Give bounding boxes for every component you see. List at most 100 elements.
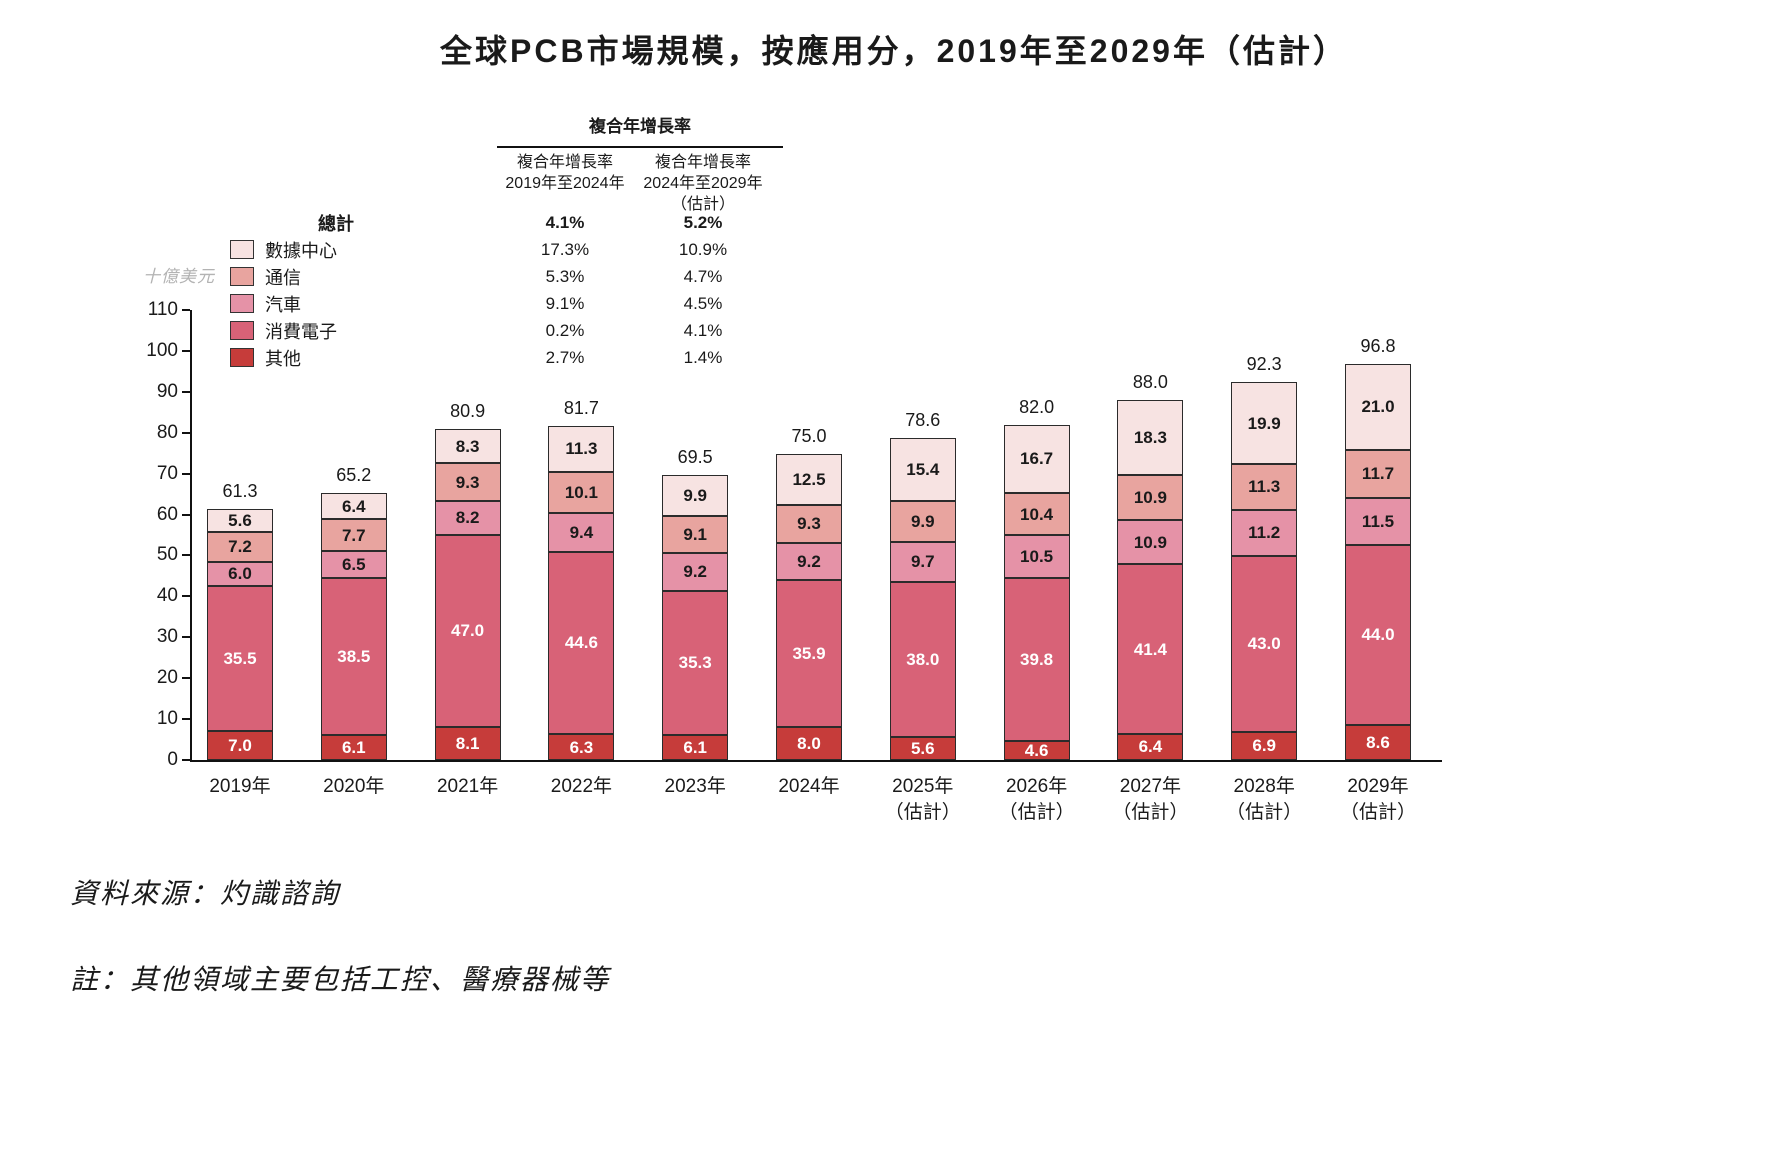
y-axis-tick (182, 513, 190, 516)
bar-segment: 8.0 (776, 727, 842, 760)
x-axis-label: 2026年 (1005, 776, 1068, 797)
x-axis-label: 2029年 (1347, 776, 1409, 797)
bar-segment: 9.3 (434, 463, 501, 502)
y-axis-unit-label: 十億美元 (143, 267, 215, 286)
cagr-column-header-line: 2024年至2029年 (643, 175, 763, 192)
cagr-column-header-line: 2019年至2024年 (505, 175, 625, 192)
y-axis-tick (182, 595, 190, 598)
bar-segment: 8.1 (434, 726, 501, 760)
cagr-row-datacenter: 數據中心 17.3% 10.9% (230, 236, 771, 263)
bar-segment: 5.6 (889, 737, 956, 760)
legend-label: 其他 (265, 348, 301, 369)
bar-total-label: 81.7 (563, 397, 599, 418)
y-axis-tick (182, 309, 190, 311)
bar-segment: 15.4 (889, 438, 956, 502)
x-axis-sublabel: （估計） (884, 802, 961, 823)
x-axis-label: 2022年 (550, 776, 613, 797)
bar-segment: 10.1 (548, 472, 615, 514)
legend-label: 汽車 (265, 294, 301, 315)
x-axis-label: 2019年 (209, 776, 271, 797)
cagr-value-1: 9.1% (545, 293, 585, 313)
bar-segment: 16.7 (1003, 424, 1070, 493)
y-axis-tick (182, 636, 190, 639)
y-axis-tick (182, 472, 190, 475)
bar-segment: 8.3 (434, 429, 501, 463)
cagr-value-1: 17.3% (540, 239, 590, 259)
bar-segment: 11.2 (1231, 510, 1298, 556)
bar-segment: 19.9 (1231, 382, 1298, 464)
cagr-column-header-line: 複合年增長率 (654, 154, 751, 171)
y-axis-tick (182, 554, 190, 557)
bar-segment: 10.9 (1117, 519, 1184, 565)
bar-total-label: 78.6 (905, 410, 941, 431)
y-axis-tick-label: 70 (156, 462, 178, 484)
bar-segment: 7.7 (320, 519, 387, 551)
bar-segment: 9.7 (889, 541, 956, 582)
bar-segment: 47.0 (434, 534, 501, 727)
x-axis-label: 2024年 (778, 776, 840, 797)
y-axis-tick (182, 718, 190, 721)
note-text: 註：其他領域主要包括工控、醫療器械等 (70, 965, 611, 996)
bar-segment: 35.9 (776, 580, 842, 728)
bar-segment: 6.1 (320, 735, 387, 760)
legend-swatch-consumer-electronics (230, 321, 254, 340)
cagr-value-1: 5.3% (545, 266, 585, 286)
bar-segment: 10.9 (1117, 475, 1184, 520)
cagr-row-communications: 通信 5.3% 4.7% (230, 263, 771, 290)
bar-total-label: 88.0 (1132, 372, 1168, 393)
cagr-value-2: 4.5% (683, 293, 723, 313)
bar-segment: 11.5 (1345, 497, 1411, 545)
bar-segment: 5.6 (207, 509, 273, 533)
bar-segment: 6.0 (207, 561, 273, 587)
cagr-legend-table: 總計 4.1% 5.2% 數據中心 17.3% 10.9% 通信 5.3% 4.… (230, 209, 771, 371)
y-axis-tick-label: 80 (156, 421, 178, 443)
bar-segment: 12.5 (776, 453, 842, 505)
bar-segment: 38.0 (889, 581, 956, 738)
bar-segment: 6.9 (1231, 731, 1298, 760)
y-axis-tick-label: 60 (156, 503, 178, 525)
bar-segment: 11.3 (1231, 463, 1298, 511)
x-axis-line (190, 760, 1442, 762)
y-axis-tick-label: 100 (146, 339, 178, 361)
cagr-value-2: 4.7% (683, 266, 723, 286)
x-axis-label: 2021年 (436, 776, 499, 797)
x-axis-label: 2023年 (664, 776, 726, 797)
y-axis-tick-label: 110 (147, 299, 178, 320)
bar-segment: 10.4 (1003, 492, 1070, 536)
bar-segment: 7.2 (207, 532, 273, 562)
cagr-row-consumer-electronics: 消費電子 0.2% 4.1% (230, 317, 771, 344)
cagr-column-header-2019-2024: 複合年增長率 2019年至2024年 (495, 152, 635, 194)
x-axis-label: 2025年 (892, 776, 954, 797)
bar-segment: 9.9 (889, 501, 956, 542)
bar-total-label: 69.5 (677, 447, 713, 468)
cagr-value-1: 2.7% (545, 347, 585, 367)
x-axis-label: 2028年 (1233, 776, 1295, 797)
y-axis-tick (182, 349, 190, 352)
chart-title: 全球PCB市場規模，按應用分，2019年至2029年（估計） (440, 33, 1348, 69)
cagr-value-1: 0.2% (545, 320, 585, 340)
bar-segment: 44.6 (548, 551, 615, 735)
bar-segment: 9.1 (662, 515, 729, 553)
x-axis-label: 2027年 (1119, 776, 1182, 797)
y-axis-tick-label: 90 (156, 380, 178, 402)
y-axis-line (190, 310, 192, 762)
legend-label: 消費電子 (265, 321, 337, 342)
x-axis-sublabel: （估計） (998, 802, 1075, 823)
bar-total-label: 80.9 (450, 401, 486, 422)
y-axis-tick-label: 20 (156, 667, 178, 689)
legend-swatch-datacenter (230, 240, 254, 259)
legend-label: 數據中心 (265, 240, 337, 261)
bar-segment: 9.4 (548, 513, 615, 552)
y-axis-tick-label: 30 (156, 626, 178, 648)
cagr-total-value-1: 4.1% (545, 212, 585, 232)
source-text: 資料來源：灼識諮詢 (70, 879, 341, 910)
bar-total-label: 65.2 (336, 465, 372, 486)
bar-segment: 38.5 (320, 577, 387, 736)
bar-total-label: 92.3 (1246, 354, 1282, 375)
bar-total-label: 96.8 (1360, 336, 1396, 356)
cagr-value-2: 10.9% (678, 239, 728, 259)
cagr-total-label: 總計 (318, 213, 354, 234)
bar-segment: 4.6 (1003, 741, 1070, 760)
cagr-column-header-2024-2029: 複合年增長率 2024年至2029年 （估計） (635, 152, 771, 215)
